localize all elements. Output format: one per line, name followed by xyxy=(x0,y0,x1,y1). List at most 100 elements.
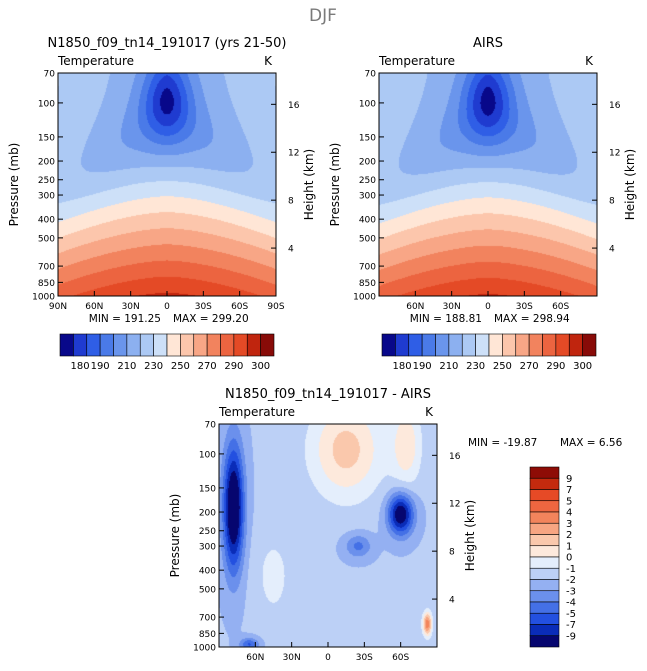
colorbar-box xyxy=(139,333,154,357)
y-tick-label: 850 xyxy=(359,279,376,289)
colorbar-label: 1 xyxy=(566,541,572,552)
y-tick-label: 200 xyxy=(38,158,55,168)
y-axis-label: Pressure (mb) xyxy=(168,494,182,578)
y-tick-label: 100 xyxy=(359,99,376,109)
x-tick-label: 90N xyxy=(49,302,67,312)
variable-label: Temperature xyxy=(218,405,295,419)
chart-airs: AIRS Temperature K 70 100 150 200 250 300 400 500 7… xyxy=(328,36,637,372)
colorbar-label: 4 xyxy=(566,508,572,519)
colorbar-box xyxy=(529,534,560,547)
colorbar-box xyxy=(206,333,221,357)
colorbar-label: 7 xyxy=(566,485,572,496)
colorbar-box xyxy=(448,333,463,357)
colorbar-box xyxy=(528,333,543,357)
height-tick-label: 8 xyxy=(609,197,615,207)
y-tick-label: 500 xyxy=(199,585,216,595)
colorbar-label: 190 xyxy=(91,361,110,372)
x-tick-label: 60S xyxy=(231,302,248,312)
colorbar-label: -3 xyxy=(566,586,576,597)
y-tick-label: 700 xyxy=(359,263,376,273)
colorbar-box xyxy=(568,333,583,357)
variable-label: Temperature xyxy=(57,54,134,68)
colorbar-label: 9 xyxy=(566,474,572,485)
colorbar-label: 270 xyxy=(520,361,539,372)
colorbar-label: 250 xyxy=(171,361,190,372)
y-tick-label: 850 xyxy=(38,279,55,289)
min-label: MIN = 188.81 xyxy=(410,313,482,325)
y-tick-label: 250 xyxy=(199,527,216,537)
y-tick-label: 500 xyxy=(38,234,55,244)
height-axis-label: Height (km) xyxy=(463,500,477,571)
colorbar-box xyxy=(529,590,560,603)
y-tick-label: 100 xyxy=(199,450,216,460)
colorbar-label: 290 xyxy=(546,361,565,372)
y-tick-label: 500 xyxy=(359,234,376,244)
colorbar-box xyxy=(502,333,517,357)
colorbar-box xyxy=(113,333,128,357)
x-tick-label: 30N xyxy=(443,302,461,312)
colorbar-label: 5 xyxy=(566,496,572,507)
chart-title: AIRS xyxy=(473,36,503,51)
colorbar-label: 180 xyxy=(71,361,90,372)
height-tick-label: 12 xyxy=(449,500,460,510)
height-tick-label: 16 xyxy=(288,101,300,111)
min-label: MIN = -19.87 xyxy=(468,437,537,449)
colorbar-box xyxy=(220,333,235,357)
units-label: K xyxy=(264,54,273,68)
height-tick-label: 12 xyxy=(288,149,299,159)
x-tick-label: 60N xyxy=(406,302,424,312)
x-tick-label: 0 xyxy=(164,302,170,312)
colorbar-box xyxy=(529,477,560,490)
heatmap-field xyxy=(58,73,276,296)
colorbar-box xyxy=(381,333,396,357)
colorbar-label: 190 xyxy=(413,361,432,372)
colorbar-box xyxy=(529,612,560,625)
colorbar-label: -1 xyxy=(566,564,576,575)
colorbar-label: 230 xyxy=(466,361,485,372)
colorbar-label: -7 xyxy=(566,620,576,631)
panels: N1850_f09_tn14_191017 (yrs 21-50) Tempera… xyxy=(7,36,637,663)
colorbar-box xyxy=(529,579,560,592)
x-tick-label: 30S xyxy=(516,302,533,312)
colorbar-box xyxy=(421,333,436,357)
colorbar: 180 190 210 230 250 270 290 300 xyxy=(59,333,275,372)
x-tick-label: 60S xyxy=(552,302,569,312)
y-tick-label: 70 xyxy=(44,70,56,80)
colorbar-box xyxy=(180,333,195,357)
y-tick-label: 400 xyxy=(359,216,376,226)
y-tick-label: 300 xyxy=(359,192,376,202)
colorbar-box xyxy=(529,624,560,637)
y-tick-label: 300 xyxy=(38,192,55,202)
y-tick-label: 700 xyxy=(38,263,55,273)
colorbar-box xyxy=(582,333,597,357)
y-tick-label: 300 xyxy=(199,543,216,553)
colorbar-label: 230 xyxy=(144,361,163,372)
y-tick-label: 70 xyxy=(365,70,377,80)
chart-model: N1850_f09_tn14_191017 (yrs 21-50) Tempera… xyxy=(7,36,316,372)
y-tick-label: 1000 xyxy=(353,293,376,303)
colorbar-box xyxy=(542,333,557,357)
colorbar-box xyxy=(246,333,261,357)
y-tick-label: 100 xyxy=(38,99,55,109)
colorbar-label: 3 xyxy=(566,519,572,530)
y-tick-label: 150 xyxy=(38,133,55,143)
colorbar-box xyxy=(395,333,410,357)
colorbar-label: -9 xyxy=(566,631,576,642)
colorbar-label: 290 xyxy=(224,361,243,372)
height-tick-label: 16 xyxy=(449,452,461,462)
x-tick-label: 60N xyxy=(246,653,264,663)
colorbar-label: 0 xyxy=(566,553,572,564)
y-tick-label: 250 xyxy=(38,176,55,186)
colorbar-label: -4 xyxy=(566,598,576,609)
colorbar-box xyxy=(86,333,101,357)
height-tick-label: 16 xyxy=(609,101,621,111)
colorbar-label: -2 xyxy=(566,575,576,586)
x-tick-label: 60S xyxy=(392,653,409,663)
colorbar-box xyxy=(529,466,560,479)
variable-label: Temperature xyxy=(378,54,455,68)
y-tick-label: 850 xyxy=(199,630,216,640)
y-tick-label: 200 xyxy=(359,158,376,168)
x-tick-label: 0 xyxy=(485,302,491,312)
colorbar-label: 210 xyxy=(117,361,136,372)
